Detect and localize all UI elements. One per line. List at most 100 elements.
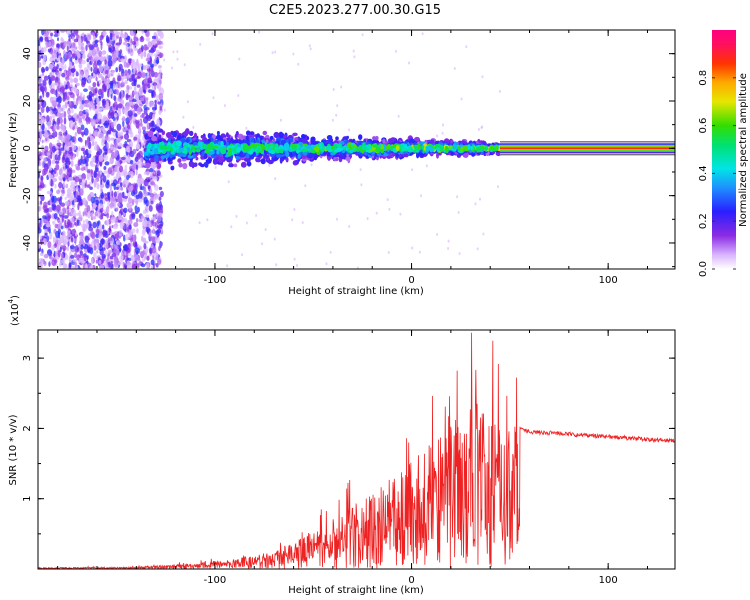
heatmap-cell [91, 206, 95, 212]
heatmap-cell [225, 132, 229, 138]
heatmap-cell [124, 233, 130, 241]
heatmap-cell [44, 232, 48, 236]
heatmap-cell [353, 55, 356, 59]
heatmap-cell [408, 61, 410, 65]
heatmap-cell [93, 73, 96, 77]
heatmap-cell [43, 157, 47, 163]
heatmap-cell [134, 254, 140, 262]
heatmap-cell [123, 178, 128, 185]
heatmap-cell [388, 207, 391, 211]
heatmap-cell [73, 262, 78, 266]
heatmap-cell [67, 30, 70, 36]
heatmap-cell [150, 265, 154, 269]
heatmap-cell [93, 179, 98, 186]
heatmap-cell [72, 200, 75, 206]
heatmap-cell [39, 184, 43, 189]
heatmap-cell [115, 240, 121, 246]
heatmap-cell [143, 171, 147, 175]
heatmap-cell [82, 243, 85, 247]
heatmap-cell [186, 100, 189, 104]
heatmap-cell [203, 153, 208, 160]
heatmap-cell [96, 59, 102, 66]
heatmap-cell [159, 190, 164, 198]
heatmap-cell [71, 53, 76, 59]
heatmap-cell [97, 170, 100, 178]
heatmap-cell [65, 76, 70, 81]
heatmap-cell [104, 59, 107, 65]
heatmap-cell [152, 113, 155, 121]
heatmap-cell [148, 205, 153, 212]
heatmap-cell [296, 264, 298, 267]
heatmap-cell [121, 99, 125, 105]
heatmap-cell [64, 224, 70, 229]
heatmap-cell [100, 43, 103, 51]
heatmap-cell [139, 97, 145, 102]
heatmap-cell [85, 263, 88, 269]
heatmap-cell [41, 123, 45, 131]
heatmap-cell [47, 48, 52, 53]
heatmap-cell [42, 79, 47, 87]
heatmap-cell [114, 139, 117, 148]
heatmap-cell [68, 107, 71, 111]
heatmap-cell [74, 121, 77, 126]
heatmap-cell [46, 121, 52, 128]
heatmap-cell [88, 226, 94, 232]
heatmap-cell [113, 167, 118, 173]
heatmap-cell [340, 141, 345, 145]
heatmap-cell [97, 106, 100, 113]
heatmap-cell [43, 46, 47, 53]
heatmap-cell [154, 83, 157, 91]
heatmap-cell [460, 97, 463, 101]
heatmap-cell [98, 233, 102, 240]
heatmap-cell [148, 100, 154, 108]
heatmap-cell [70, 188, 76, 192]
heatmap-cell [131, 213, 136, 220]
heatmap-cell [83, 88, 88, 92]
heatmap-cell [106, 53, 109, 61]
heatmap-cell [64, 137, 70, 144]
heatmap-cell [98, 260, 102, 265]
heatmap-cell [441, 131, 444, 135]
heatmap-cell [67, 161, 70, 167]
heatmap-cell [107, 78, 111, 83]
heatmap-cell [41, 139, 44, 144]
heatmap-cell [66, 40, 72, 46]
heatmap-cell [55, 204, 61, 212]
heatmap-cell [106, 263, 109, 269]
heatmap-cell [411, 168, 414, 172]
heatmap-cell [345, 156, 351, 162]
heatmap-cell [442, 123, 444, 127]
heatmap-cell [137, 48, 142, 55]
heatmap-cell [230, 137, 234, 144]
heatmap-cell [151, 120, 155, 127]
heatmap-cell [395, 49, 397, 53]
heatmap-cell [99, 170, 103, 175]
heatmap-cell [145, 104, 148, 108]
heatmap-cell [111, 241, 114, 249]
heatmap-cell [39, 155, 44, 160]
heatmap-cell [107, 136, 111, 143]
heatmap-cell [106, 219, 110, 226]
heatmap-cell [207, 138, 211, 143]
heatmap-cell [48, 132, 51, 137]
heatmap-cell [69, 83, 73, 88]
heatmap-cell [61, 135, 64, 141]
heatmap-cell [176, 134, 182, 141]
heatmap-cell [143, 108, 148, 115]
heatmap-cell [280, 139, 285, 145]
heatmap-cell [50, 178, 53, 187]
heatmap-cell [48, 41, 52, 48]
heatmap-cell [151, 221, 157, 227]
heatmap-cell [110, 121, 114, 129]
heatmap-cell [151, 35, 157, 40]
heatmap-cell [110, 196, 115, 204]
heatmap-cell [251, 138, 255, 144]
heatmap-cell [61, 252, 64, 260]
heatmap-cell [70, 217, 75, 224]
heatmap-cell [99, 214, 104, 220]
heatmap-cell [157, 128, 164, 133]
heatmap-cell [85, 44, 88, 51]
heatmap-cell [68, 167, 73, 175]
heatmap-cell [107, 59, 113, 67]
heatmap-cell [177, 158, 182, 163]
